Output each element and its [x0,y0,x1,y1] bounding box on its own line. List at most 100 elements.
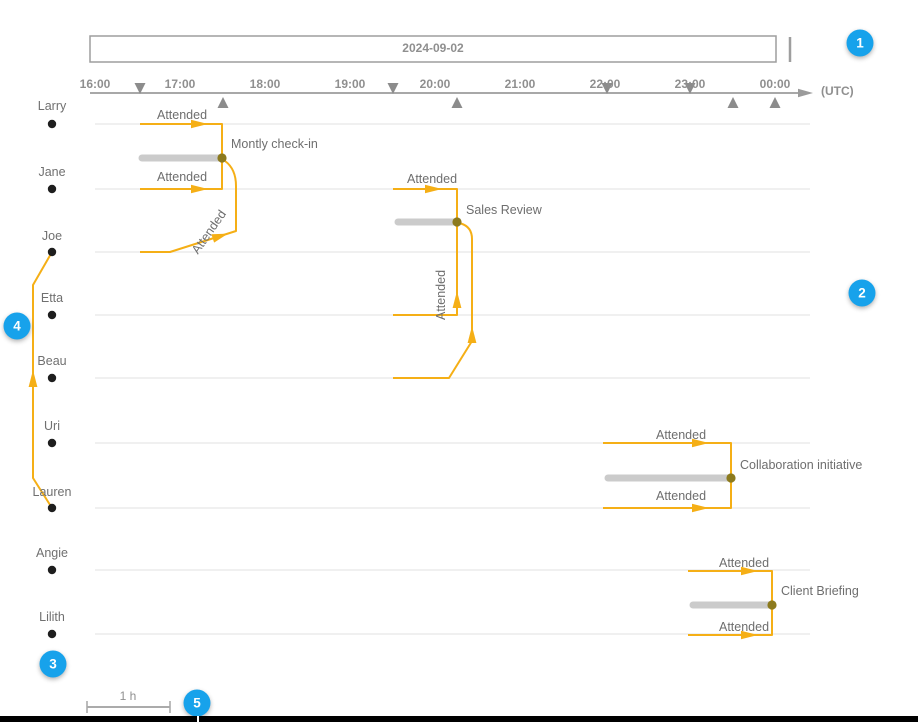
edge-uri [603,442,732,475]
time-tick-label: 00:00 [759,77,791,91]
edges-event-monthly-checkin [140,119,237,253]
utc-axis-label: (UTC) [821,84,854,98]
person-dot-uri [47,438,57,448]
person-label-larry: Larry [37,99,67,113]
edges-event-client-briefing [688,566,773,640]
callout-badge-5[interactable]: 5 [183,689,211,717]
person-dot-etta [47,310,57,320]
edge-arrow-icon [452,291,462,308]
attended-label-etta: Attended [434,269,448,321]
event-title-monthly-checkin: Montly check-in [231,137,318,151]
attended-label-uri: Attended [655,428,707,442]
edge-arrow-icon [425,184,442,194]
event-dot-sales-review [452,217,462,227]
edge-arrow-icon [741,630,758,640]
callout-badge-2[interactable]: 2 [848,279,876,307]
person-label-lauren: Lauren [32,485,72,499]
person-dot-lauren [47,503,57,513]
event-title-sales-review: Sales Review [466,203,542,217]
person-label-joe: Joe [41,229,63,243]
date-band-box [89,35,777,63]
person-dot-beau [47,373,57,383]
person-dot-larry [47,119,57,129]
scale-ruler [86,701,171,713]
time-tick-label: 20:00 [419,77,451,91]
event-title-collaboration-initiative: Collaboration initiative [740,458,863,472]
time-tick-label: 18:00 [249,77,281,91]
person-label-beau: Beau [37,354,67,368]
edge-arrow-icon [191,184,208,194]
time-tick-label: 21:00 [504,77,536,91]
time-tick-label: 23:00 [674,77,706,91]
event-dot-monthly-checkin [217,153,227,163]
event-end-marker-icon [727,97,739,108]
person-dot-joe [47,247,57,257]
date-band [89,35,792,63]
edge-angie [688,570,773,602]
person-row-lines [95,123,810,635]
attended-label-lauren: Attended [655,489,707,503]
date-band-label: 2024-09-02 [402,41,464,55]
attended-label-jane-e2: Attended [406,172,458,186]
event-start-marker-icon [601,83,613,94]
edge-arrow-icon [692,503,709,513]
person-dot-angie [47,565,57,575]
time-tick-label: 22:00 [589,77,621,91]
event-dots [217,153,777,610]
edge-etta [393,226,458,316]
relation-edge-lauren-to-joe [28,251,53,509]
person-dots [47,119,57,639]
person-dot-jane [47,184,57,194]
event-bars [138,154,773,609]
edge-jane [393,188,458,219]
edge-arrow-icon [191,119,208,129]
time-axis [90,88,813,98]
event-start-markers [134,83,696,94]
event-end-marker-icon [451,97,463,108]
scale-bar-label: 1 h [119,689,137,703]
attended-label-angie: Attended [718,556,770,570]
event-title-client-briefing: Client Briefing [781,584,859,598]
attended-label-jane-e1: Attended [156,170,208,184]
time-tick-label: 17:00 [164,77,196,91]
event-start-marker-icon [134,83,146,94]
person-label-etta: Etta [40,291,64,305]
callout-badge-1[interactable]: 1 [846,29,874,57]
event-start-marker-icon [387,83,399,94]
event-end-marker-icon [217,97,229,108]
edges-event-sales-review [393,184,477,379]
callout-badge-4[interactable]: 4 [3,312,31,340]
edge-arrow-icon [692,438,709,448]
edge-larry [140,123,223,156]
edge-jane [140,160,223,190]
edge-arrow-icon [211,233,228,243]
event-end-markers [217,97,781,108]
axis-arrow-icon [798,88,813,98]
edge-lilith [688,608,773,636]
bottom-bar-cursor-notch [196,716,199,722]
attended-label-larry: Attended [156,108,208,122]
time-tick-label: 19:00 [334,77,366,91]
edge-joe [140,160,237,253]
person-label-lilith: Lilith [39,610,65,624]
event-end-marker-icon [769,97,781,108]
event-start-marker-icon [684,83,696,94]
edge-beau [393,222,473,379]
callout-badge-3[interactable]: 3 [39,650,67,678]
attended-label-lilith: Attended [718,620,770,634]
relation-arrow-icon [28,370,38,387]
time-tick-label: 16:00 [79,77,111,91]
bottom-divider-bar [0,716,918,722]
person-dot-lilith [47,629,57,639]
person-label-jane: Jane [38,165,66,179]
edges-event-collaboration-initiative [603,438,732,513]
event-dot-collaboration-initiative [726,473,736,483]
person-label-angie: Angie [36,546,68,560]
event-dot-client-briefing [767,600,777,610]
edge-lauren [603,481,732,509]
person-label-uri: Uri [44,419,60,433]
edge-arrow-icon [467,326,477,343]
edge-arrow-icon [741,566,758,576]
